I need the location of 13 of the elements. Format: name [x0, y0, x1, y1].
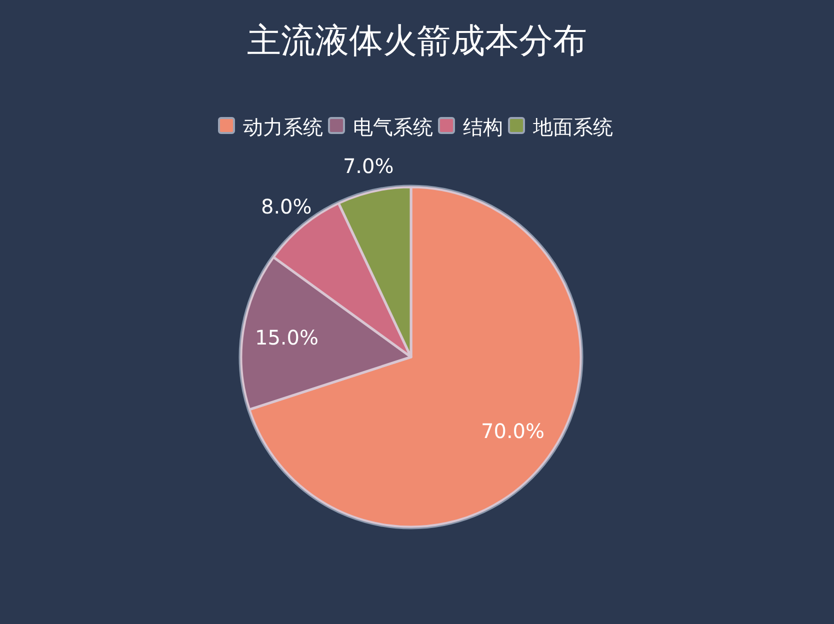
data-label: 70.0% — [481, 418, 545, 443]
legend-item: 结构 — [438, 115, 503, 139]
data-label: 8.0% — [260, 194, 312, 218]
legend-item: 动力系统 — [218, 115, 323, 139]
legend-item: 地面系统 — [508, 115, 613, 139]
legend-label: 地面系统 — [532, 115, 613, 139]
data-label: 7.0% — [342, 154, 394, 178]
legend-label: 结构 — [463, 115, 503, 139]
title: 主流液体火箭成本分布 — [247, 21, 587, 61]
legend-label: 电气系统 — [353, 115, 433, 139]
data-label: 15.0% — [254, 325, 319, 350]
legend-label: 动力系统 — [243, 115, 323, 139]
legend-item: 电气系统 — [328, 115, 433, 139]
